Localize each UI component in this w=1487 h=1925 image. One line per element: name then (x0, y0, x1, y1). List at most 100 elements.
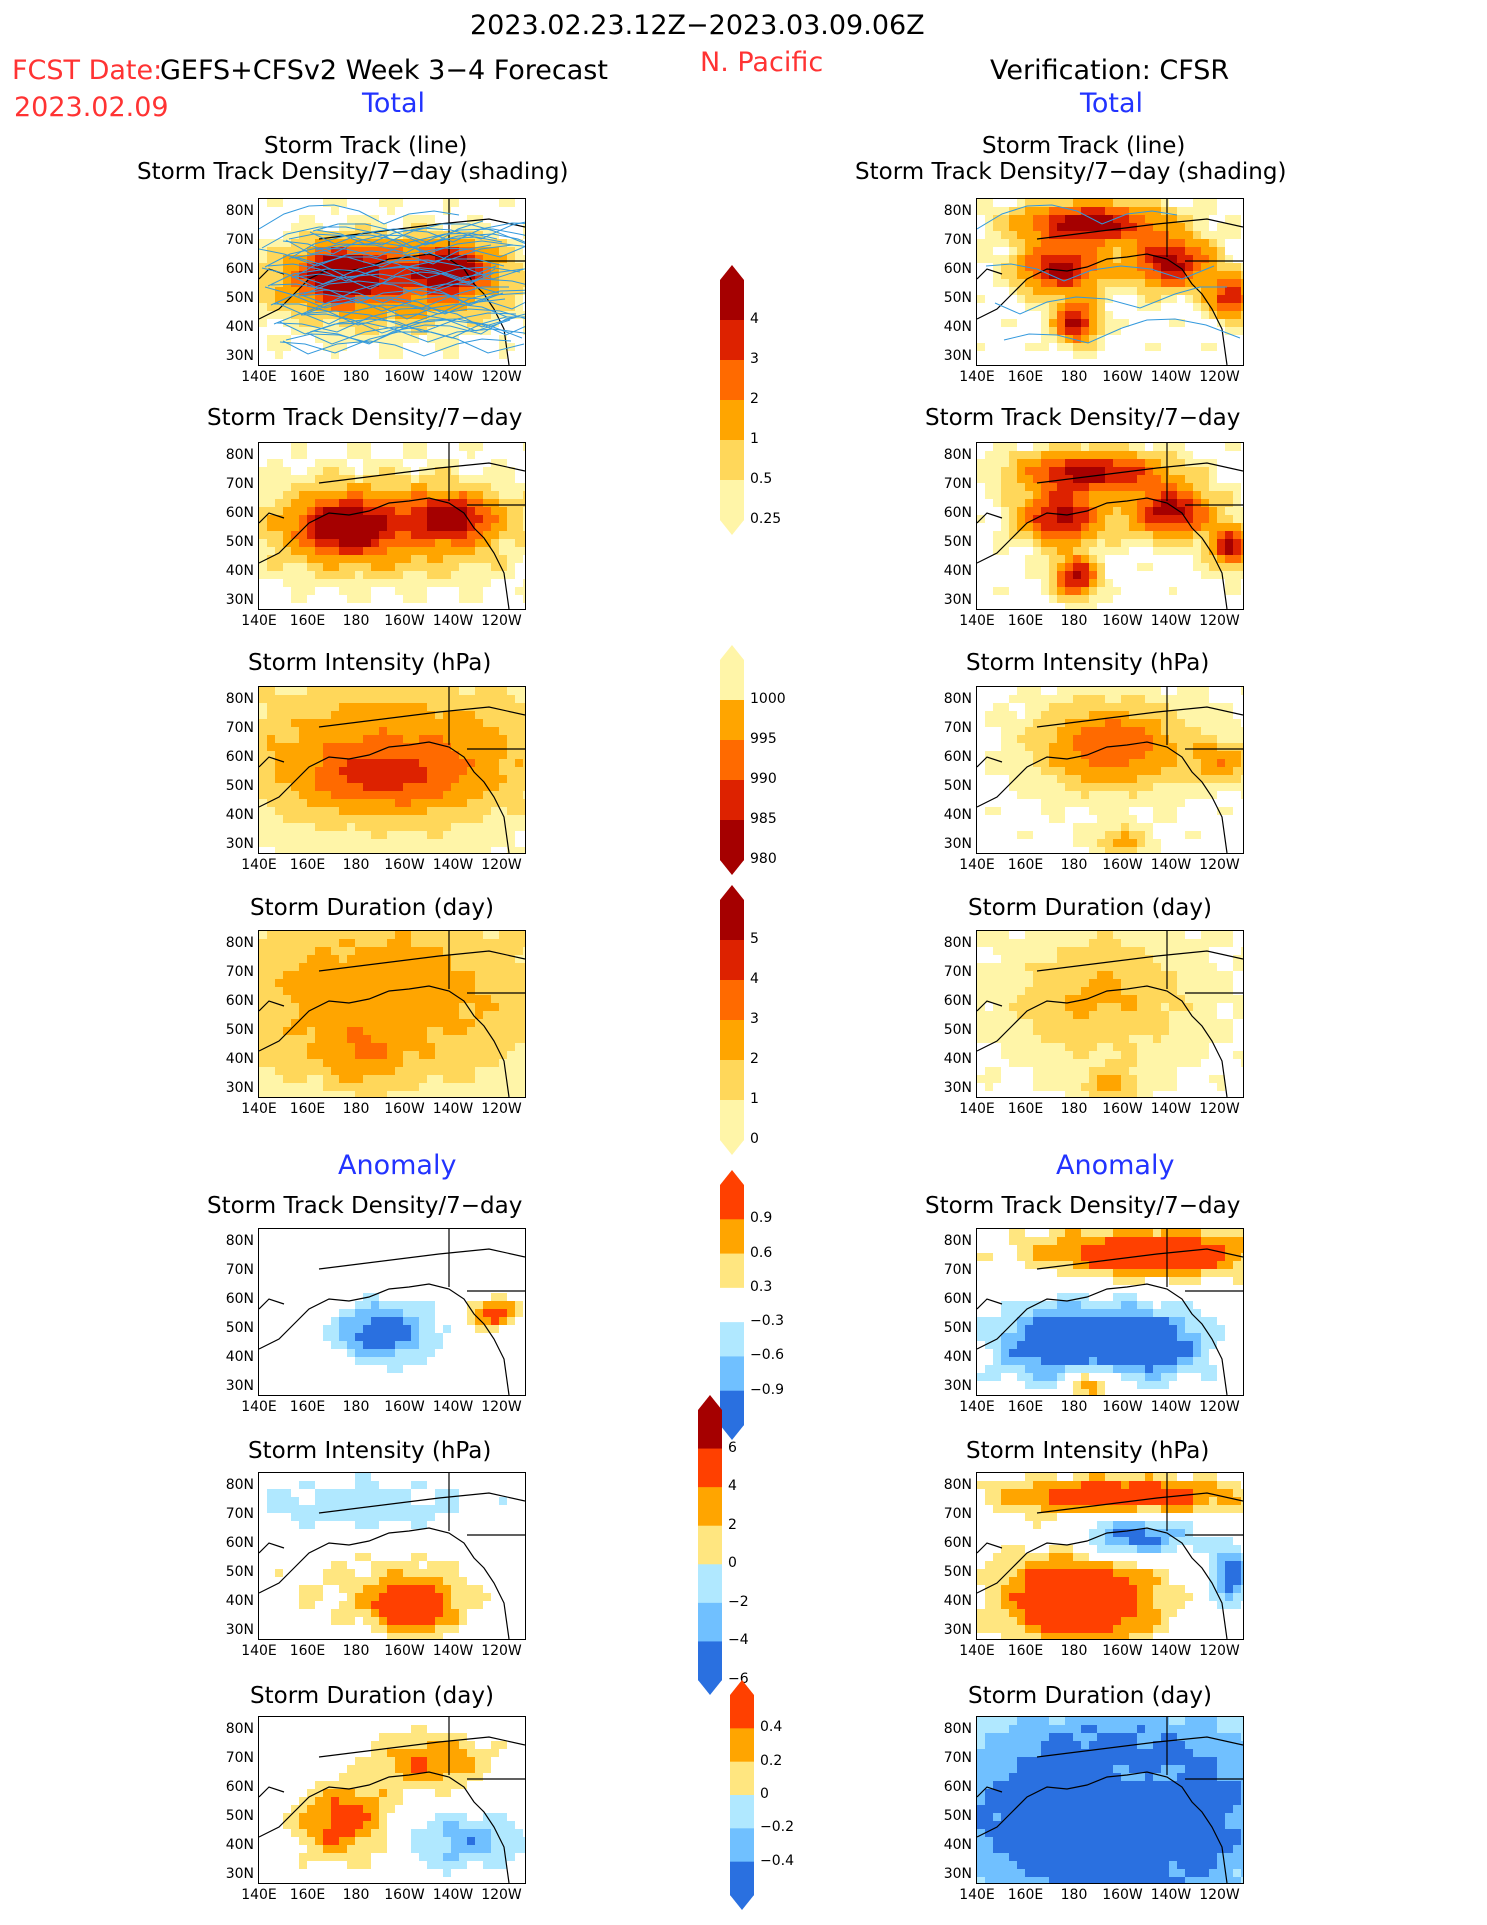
map-field (259, 1717, 525, 1883)
x-tick-label: 120W (481, 1101, 522, 1117)
x-tick-label: 180 (1060, 613, 1088, 629)
map-field (977, 1717, 1243, 1883)
colorbar-label: 0.2 (760, 1752, 783, 1769)
y-tick-label: 40N (225, 807, 254, 823)
colorbar-label: 985 (750, 811, 777, 827)
x-tick-label: 120W (1199, 1643, 1240, 1659)
x-tick-label: 160E (1007, 1887, 1044, 1903)
x-tick-label: 180 (1060, 857, 1088, 873)
y-tick-label: 70N (943, 720, 972, 736)
x-tick-label: 140E (241, 1887, 277, 1903)
x-tick-label: 160W (1102, 1887, 1143, 1903)
region-title: N. Pacific (700, 47, 824, 78)
x-tick-label: 160E (289, 857, 326, 873)
y-tick-label: 80N (943, 691, 972, 707)
x-tick-label: 180 (1060, 1101, 1088, 1117)
x-tick-label: 120W (481, 1887, 522, 1903)
y-tick-label: 30N (225, 1622, 254, 1638)
x-tick-label: 140W (432, 1101, 474, 1117)
y-tick-label: 60N (943, 993, 972, 1009)
y-tick-label: 60N (943, 261, 972, 277)
colorbar-label: −4 (728, 1632, 749, 1649)
colorbar-label: −0.4 (760, 1852, 794, 1869)
y-tick-label: 50N (943, 1564, 972, 1580)
verification-title: Verification: CFSR (990, 55, 1230, 86)
y-tick-label: 50N (943, 534, 972, 550)
y-tick-label: 70N (943, 1262, 972, 1278)
y-tick-label: 50N (225, 1564, 254, 1580)
title-r1b: Storm Track Density/7−day (shading) (855, 159, 1287, 185)
panel-cfsr-duration (976, 930, 1244, 1098)
panel-cfsr-density (976, 442, 1244, 610)
x-tick-label: 120W (1199, 613, 1240, 629)
x-tick-label: 140W (432, 1887, 474, 1903)
y-tick-label: 30N (943, 1378, 972, 1394)
x-tick-label: 140W (432, 857, 474, 873)
anomaly-right: Anomaly (1056, 1150, 1175, 1181)
title-l1b: Storm Track Density/7−day (shading) (137, 159, 569, 185)
y-tick-label: 70N (225, 1506, 254, 1522)
period-title: 2023.02.23.12Z−2023.03.09.06Z (470, 10, 925, 41)
y-tick-label: 30N (943, 836, 972, 852)
x-tick-label: 140E (959, 1399, 995, 1415)
colorbar-cb6 (730, 1680, 754, 1910)
title-l3: Storm Intensity (hPa) (248, 650, 492, 676)
x-tick-label: 120W (481, 1399, 522, 1415)
x-tick-label: 140W (1150, 369, 1192, 385)
y-tick-label: 30N (943, 1866, 972, 1882)
colorbar-label: 0 (760, 1786, 769, 1802)
x-tick-label: 140E (241, 369, 277, 385)
y-tick-label: 80N (225, 1477, 254, 1493)
y-tick-label: 50N (943, 778, 972, 794)
map-field (977, 687, 1243, 853)
colorbar-cb2 (720, 645, 744, 875)
y-tick-label: 70N (225, 964, 254, 980)
map-field (977, 1229, 1243, 1395)
title-l2: Storm Track Density/7−day (207, 405, 523, 431)
x-tick-label: 180 (342, 1887, 370, 1903)
x-tick-label: 140E (959, 1887, 995, 1903)
colorbar-label: 0.5 (750, 471, 773, 487)
title-r1a: Storm Track (line) (982, 133, 1186, 159)
title-l5: Storm Track Density/7−day (207, 1193, 523, 1219)
y-tick-label: 70N (943, 1506, 972, 1522)
x-tick-label: 160W (384, 613, 425, 629)
x-tick-label: 140W (1150, 1643, 1192, 1659)
x-tick-label: 160E (289, 1399, 326, 1415)
x-tick-label: 140E (959, 857, 995, 873)
x-tick-label: 160W (1102, 1101, 1143, 1117)
x-tick-label: 180 (1060, 1643, 1088, 1659)
colorbar-label: 0.6 (750, 1244, 773, 1261)
colorbar-label: 0 (750, 1131, 759, 1147)
y-tick-label: 80N (943, 203, 972, 219)
y-tick-label: 50N (943, 290, 972, 306)
y-tick-label: 80N (943, 447, 972, 463)
y-tick-label: 50N (225, 1022, 254, 1038)
y-tick-label: 40N (225, 563, 254, 579)
colorbar-label: 4 (750, 311, 759, 327)
x-tick-label: 140W (432, 613, 474, 629)
map-field (259, 687, 525, 853)
x-tick-label: 120W (1199, 1399, 1240, 1415)
colorbar-label: 0.4 (760, 1719, 783, 1736)
x-tick-label: 120W (481, 1643, 522, 1659)
y-tick-label: 40N (225, 1349, 254, 1365)
y-tick-label: 30N (943, 1622, 972, 1638)
map-field (259, 443, 525, 609)
x-tick-label: 140E (241, 613, 277, 629)
x-tick-label: 140W (432, 1399, 474, 1415)
y-tick-label: 30N (943, 1080, 972, 1096)
colorbar-label: 1000 (750, 691, 786, 707)
y-tick-label: 60N (943, 1535, 972, 1551)
x-tick-label: 140W (1150, 613, 1192, 629)
title-r3: Storm Intensity (hPa) (966, 650, 1210, 676)
panel-fcst-duration (258, 930, 526, 1098)
y-tick-label: 40N (225, 1593, 254, 1609)
y-tick-label: 60N (225, 1535, 254, 1551)
colorbar-label: 6 (728, 1439, 737, 1456)
title-r4: Storm Duration (day) (968, 895, 1212, 921)
colorbar-graphic (720, 265, 744, 535)
x-tick-label: 160E (289, 1643, 326, 1659)
y-tick-label: 70N (225, 1750, 254, 1766)
colorbar-graphic (698, 1395, 722, 1695)
